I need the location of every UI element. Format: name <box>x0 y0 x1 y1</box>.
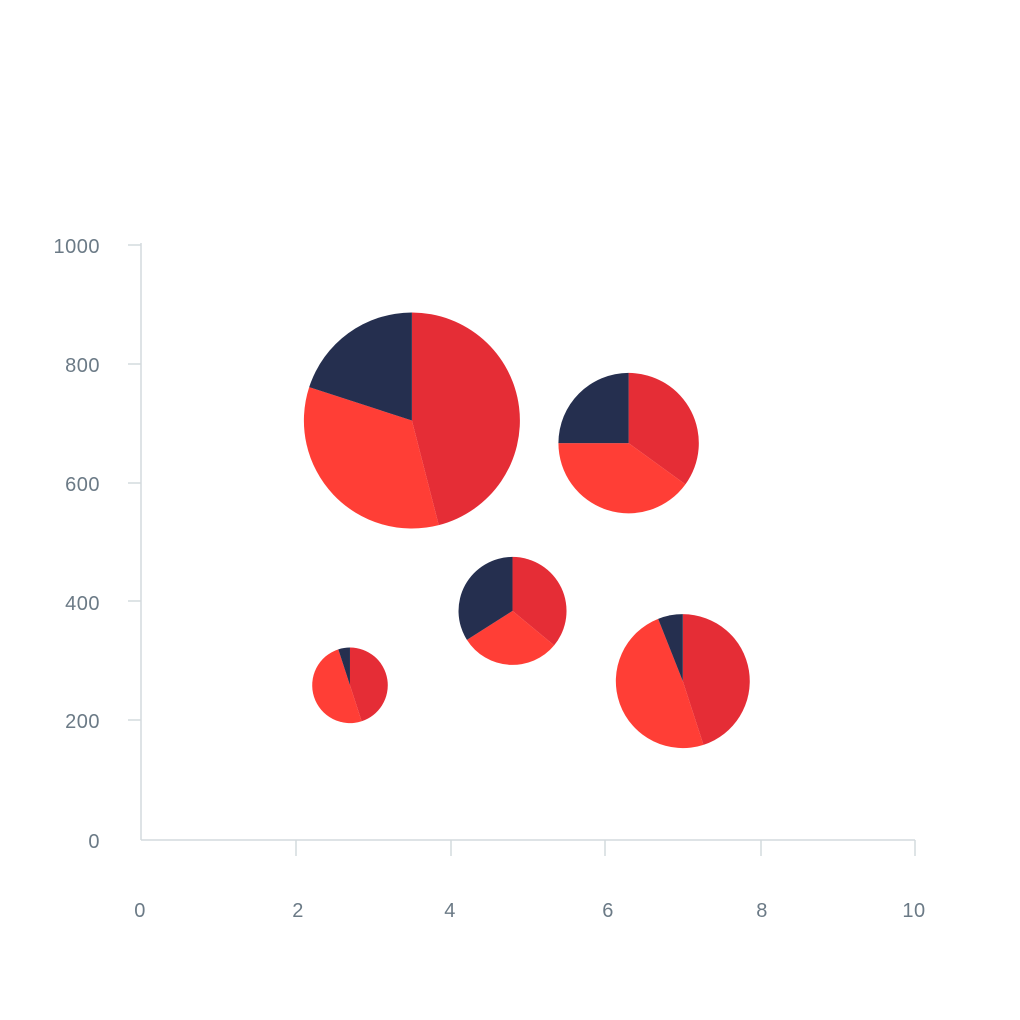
pie-slice <box>312 649 362 724</box>
pie-slice <box>658 614 683 682</box>
pie-bubble <box>615 614 750 749</box>
pie-slice <box>349 647 388 722</box>
pie-bubble <box>558 372 699 514</box>
x-tick-label: 4 <box>444 900 456 922</box>
x-tick-label: 0 <box>134 900 146 922</box>
y-tick-label: 1000 <box>54 236 101 258</box>
pie-slice <box>458 556 513 640</box>
x-tick-label: 8 <box>756 900 768 922</box>
pie-slice <box>303 387 439 529</box>
y-tick-label: 600 <box>65 474 100 496</box>
pie-slice <box>558 372 629 444</box>
pie-slice <box>411 312 520 526</box>
pie-slice <box>338 647 350 686</box>
pie-slice <box>615 618 704 749</box>
plot-area <box>303 312 750 749</box>
pie-slice <box>558 443 686 514</box>
y-tick-label: 0 <box>88 831 100 853</box>
x-tick-label: 10 <box>902 900 925 922</box>
pie-bubble <box>312 647 388 724</box>
pie-bubble <box>303 312 520 529</box>
y-tick-label: 400 <box>65 593 100 615</box>
x-tick-label: 2 <box>292 900 304 922</box>
pie-slice <box>466 610 555 665</box>
pie-bubble <box>458 556 567 665</box>
y-tick-label: 200 <box>65 711 100 733</box>
y-tick-label: 800 <box>65 355 100 377</box>
y-axis: 1000 800 600 400 200 0 <box>54 236 142 853</box>
x-tick-label: 6 <box>602 900 614 922</box>
x-axis: 0 2 4 6 8 10 <box>134 839 925 922</box>
pie-slice <box>512 556 567 646</box>
pie-slice <box>309 312 412 421</box>
pie-slice <box>628 372 699 485</box>
pie-slice <box>682 614 750 745</box>
